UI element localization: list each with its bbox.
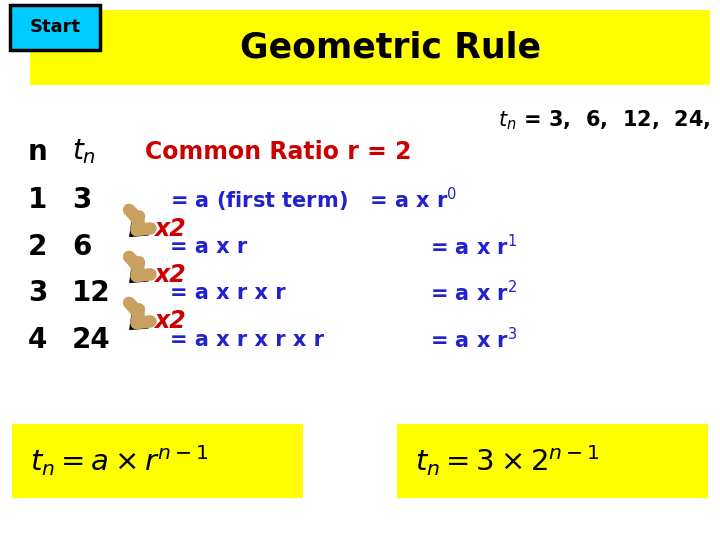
FancyArrowPatch shape (129, 303, 150, 323)
FancyBboxPatch shape (12, 424, 303, 498)
FancyBboxPatch shape (10, 5, 100, 50)
Text: = a x r x r x r: = a x r x r x r (170, 330, 324, 350)
Text: 24: 24 (72, 326, 111, 354)
FancyArrowPatch shape (129, 257, 148, 282)
FancyArrowPatch shape (129, 303, 148, 329)
Text: $t_n = a \times r^{n-1}$: $t_n = a \times r^{n-1}$ (30, 444, 209, 478)
FancyArrowPatch shape (129, 210, 150, 230)
Text: = a (first term)   = a x r$^0$: = a (first term) = a x r$^0$ (170, 186, 457, 214)
Text: Geometric Rule: Geometric Rule (240, 31, 541, 65)
FancyArrowPatch shape (129, 257, 150, 276)
Text: = a x r: = a x r (170, 237, 247, 257)
Text: = a x r$^2$: = a x r$^2$ (430, 280, 517, 306)
Text: 1: 1 (28, 186, 48, 214)
Text: x2: x2 (155, 217, 186, 240)
Text: Start: Start (30, 18, 81, 36)
Text: $t_n$ = 3,  6,  12,  24,: $t_n$ = 3, 6, 12, 24, (498, 108, 710, 132)
Text: x2: x2 (155, 309, 186, 334)
FancyBboxPatch shape (397, 424, 708, 498)
Text: 6: 6 (72, 233, 91, 261)
Text: 2: 2 (28, 233, 48, 261)
Text: x2: x2 (155, 263, 186, 287)
FancyBboxPatch shape (30, 10, 710, 85)
Text: = a x r x r: = a x r x r (170, 283, 286, 303)
Text: n: n (28, 138, 48, 166)
FancyArrowPatch shape (129, 210, 148, 236)
Text: = a x r$^1$: = a x r$^1$ (430, 234, 517, 260)
Text: 4: 4 (28, 326, 48, 354)
Text: 3: 3 (28, 279, 48, 307)
Text: $t_n$: $t_n$ (72, 138, 96, 166)
Text: 12: 12 (72, 279, 111, 307)
Text: $t_n = 3 \times 2^{n-1}$: $t_n = 3 \times 2^{n-1}$ (415, 444, 600, 478)
Text: 3: 3 (72, 186, 91, 214)
Text: = a x r$^3$: = a x r$^3$ (430, 327, 518, 353)
Text: Common Ratio r = 2: Common Ratio r = 2 (145, 140, 412, 164)
